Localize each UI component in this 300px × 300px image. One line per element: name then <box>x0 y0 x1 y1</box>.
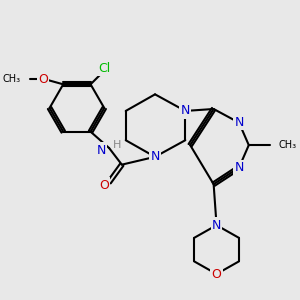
Text: N: N <box>212 219 221 232</box>
Text: Cl: Cl <box>98 62 110 75</box>
Text: N: N <box>181 104 190 117</box>
Text: N: N <box>97 143 106 157</box>
Text: N: N <box>234 161 244 174</box>
Text: O: O <box>99 179 109 192</box>
Text: CH₃: CH₃ <box>2 74 20 84</box>
Text: O: O <box>38 73 48 86</box>
Text: O: O <box>212 268 221 281</box>
Text: H: H <box>113 140 122 150</box>
Text: N: N <box>150 150 160 163</box>
Text: CH₃: CH₃ <box>278 140 296 150</box>
Text: N: N <box>234 116 244 129</box>
